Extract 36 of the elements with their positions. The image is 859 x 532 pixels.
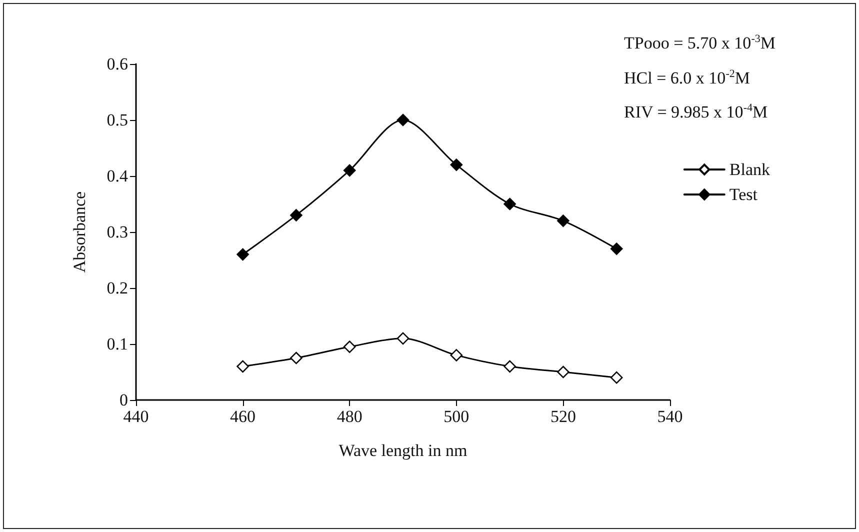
y-tick-label: 0.1 xyxy=(106,334,128,354)
x-tick-label: 480 xyxy=(336,407,362,426)
point xyxy=(236,360,249,373)
point xyxy=(450,158,463,171)
point xyxy=(610,371,623,384)
point xyxy=(290,352,302,364)
legend-label: Test xyxy=(729,185,758,204)
legend-label: Blank xyxy=(729,160,770,179)
point xyxy=(504,198,516,210)
annotation: HCl = 6.0 x 10$^{-2}$M xyxy=(624,66,751,90)
y-tick-label: 0.6 xyxy=(106,54,128,74)
point xyxy=(610,242,623,255)
point xyxy=(504,360,516,373)
point xyxy=(396,114,410,126)
y-tick-label: 0.5 xyxy=(106,110,128,130)
point xyxy=(557,366,570,378)
text: TPooo = 5.70 x 10$^{-3}$M xyxy=(624,32,776,55)
x-tick-label: 440 xyxy=(123,407,149,426)
point xyxy=(343,340,356,353)
point xyxy=(290,209,302,222)
x-axis-title: Wave length in nm xyxy=(338,441,468,460)
x-tick-label: 540 xyxy=(657,407,683,426)
point xyxy=(236,248,249,261)
annotation: RIV = 9.985 x 10$^{-4}$M xyxy=(624,101,769,124)
x-tick-label: 520 xyxy=(550,407,576,426)
x-tick-label: 460 xyxy=(230,407,256,426)
point xyxy=(343,164,356,177)
x-tick-label: 500 xyxy=(444,407,470,426)
y-tick-label: 0.2 xyxy=(106,278,128,298)
point xyxy=(450,349,463,362)
point xyxy=(557,214,570,227)
y-tick-label: 0 xyxy=(120,390,128,410)
point xyxy=(396,332,410,345)
y-axis-title: Absorbance xyxy=(70,191,89,273)
y-tick-label: 0.3 xyxy=(106,222,128,242)
y-tick-label: 0.4 xyxy=(106,166,128,186)
